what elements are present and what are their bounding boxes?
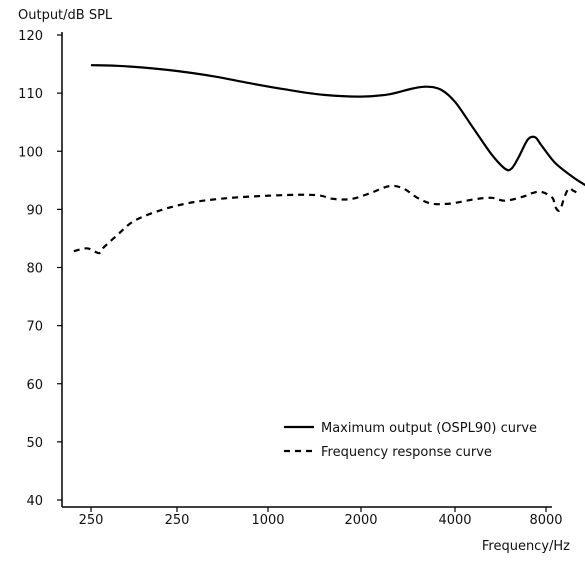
legend-label-frequency-response: Frequency response curve <box>321 445 492 460</box>
x-tick-label: 4000 <box>438 513 471 528</box>
x-tick-label: 250 <box>79 513 104 528</box>
y-tick-label: 110 <box>18 87 43 102</box>
y-tick-label: 120 <box>18 29 43 44</box>
y-tick-label: 50 <box>26 436 43 451</box>
y-tick-label: 40 <box>26 494 43 509</box>
y-tick-label: 90 <box>26 203 43 218</box>
legend: Maximum output (OSPL90) curve Frequency … <box>284 421 537 460</box>
y-tick-label: 70 <box>26 320 43 335</box>
series-line-frequency-response <box>73 184 579 255</box>
x-ticks: 250 250 1000 2000 4000 8000 <box>79 507 563 528</box>
x-axis-title: Frequency/Hz <box>482 539 570 554</box>
y-axis-title: Output/dB SPL <box>18 8 113 23</box>
series-layer <box>73 64 585 255</box>
y-tick-label: 100 <box>18 145 43 160</box>
y-tick-label: 60 <box>26 378 43 393</box>
series-line-ospl90 <box>90 64 585 187</box>
x-tick-label: 2000 <box>344 513 377 528</box>
legend-label-ospl90: Maximum output (OSPL90) curve <box>321 421 537 436</box>
x-tick-label: 250 <box>165 513 190 528</box>
y-ticks: 120 110 100 90 80 70 60 50 40 <box>18 29 62 509</box>
x-tick-label: 8000 <box>529 513 562 528</box>
y-tick-label: 80 <box>26 262 43 277</box>
x-tick-label: 1000 <box>251 513 284 528</box>
